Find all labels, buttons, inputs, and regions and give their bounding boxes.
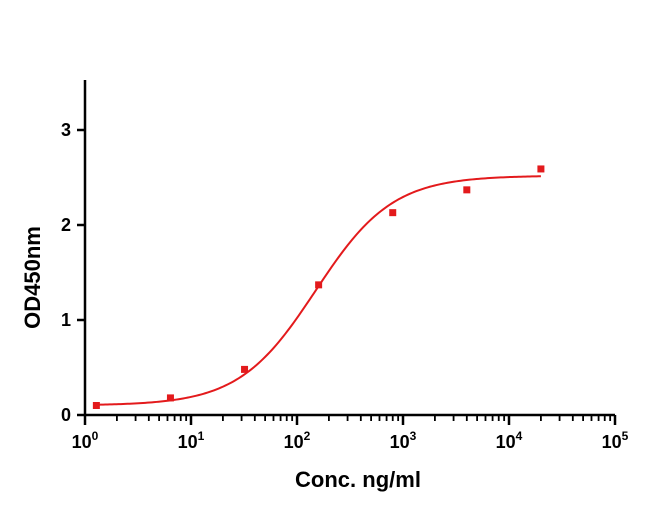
x-axis-title: Conc. ng/ml [295, 467, 421, 492]
y-tick-label: 1 [61, 310, 71, 330]
data-point [92, 402, 100, 409]
ticks [77, 128, 617, 425]
x-tick-label: 100 [72, 429, 99, 452]
x-tick-label: 101 [178, 429, 205, 452]
y-tick-label: 0 [61, 405, 71, 425]
data-point [241, 365, 249, 373]
data-point [315, 281, 323, 289]
tick-labels: 0 1 2 3 100 101 102 103 104 105 [61, 120, 629, 452]
data-point [389, 209, 397, 217]
x-tick-label: 102 [284, 429, 311, 452]
y-tick-label: 2 [61, 215, 71, 235]
x-tick-label: 103 [390, 429, 417, 452]
fit-curve [96, 175, 541, 406]
data-point [463, 186, 471, 194]
x-tick-label: 105 [602, 429, 629, 452]
axes [83, 80, 615, 417]
y-axis-title: OD450nm [20, 226, 45, 329]
x-tick-label: 104 [496, 429, 523, 452]
data-points [92, 165, 545, 409]
data-point [537, 165, 545, 173]
y-tick-label: 3 [61, 120, 71, 140]
data-point [166, 394, 174, 402]
